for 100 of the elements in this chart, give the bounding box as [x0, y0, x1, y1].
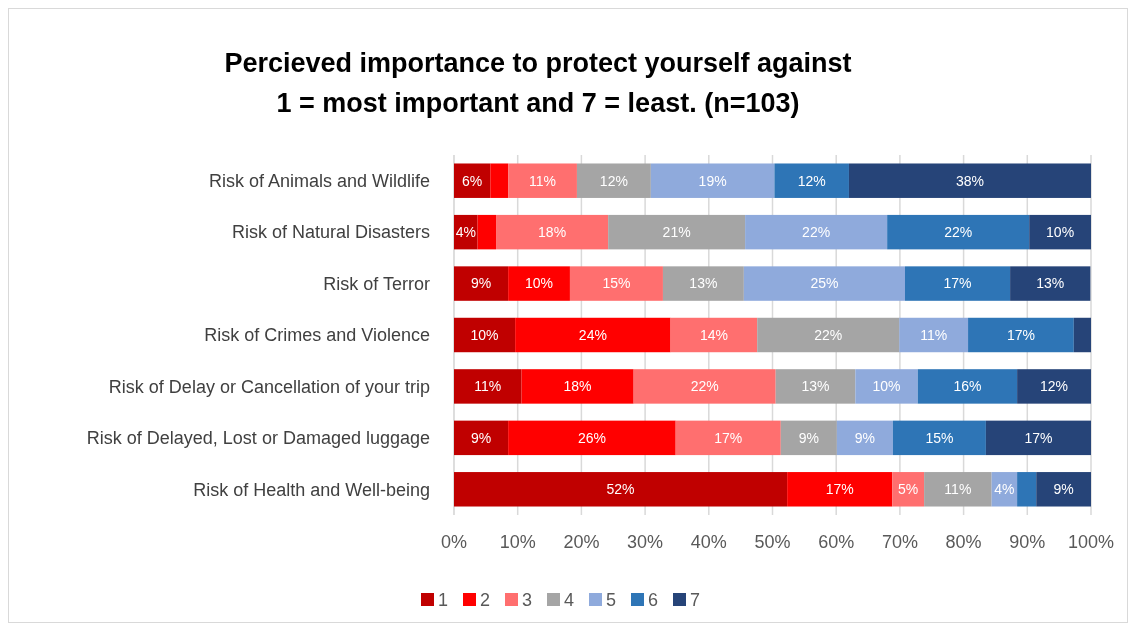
x-tick-label: 70%: [881, 532, 918, 552]
data-label: 22%: [944, 224, 973, 241]
bar: [743, 266, 905, 301]
data-label: 26%: [577, 429, 606, 446]
data-label: 17%: [714, 429, 743, 446]
legend-label: 3: [522, 589, 533, 610]
bar: [454, 163, 491, 198]
data-label: 10%: [525, 275, 554, 292]
data-label: 10%: [872, 378, 901, 395]
bar: [780, 420, 837, 456]
data-label: 9%: [470, 275, 492, 292]
bar: [508, 266, 570, 301]
legend-label: 2: [480, 589, 491, 610]
bar: [924, 472, 992, 507]
bar: [1029, 214, 1091, 250]
y-tick-label: Risk of Delay or Cancellation of your trip: [108, 376, 430, 397]
data-label: 16%: [953, 378, 982, 395]
data-label: 38%: [955, 172, 984, 189]
bar: [454, 472, 788, 507]
data-label: 9%: [1053, 481, 1074, 498]
data-label: 4%: [455, 224, 476, 241]
data-label: 9%: [798, 429, 819, 446]
bar: [848, 163, 1091, 198]
data-label: 12%: [797, 172, 826, 189]
bar: [454, 266, 509, 301]
data-label: 9%: [470, 429, 492, 446]
bar: [490, 163, 509, 198]
y-tick-label: Risk of Crimes and Violence: [204, 325, 430, 346]
data-label: 52%: [606, 481, 635, 498]
bar: [508, 420, 676, 456]
bar: [454, 317, 516, 353]
bar: [757, 317, 900, 353]
bar: [508, 163, 577, 198]
data-label: 15%: [925, 429, 954, 446]
data-label: 13%: [801, 378, 830, 395]
data-label: 22%: [814, 326, 843, 343]
x-tick-label: 40%: [690, 532, 727, 552]
x-tick-label: 50%: [754, 532, 791, 552]
data-label: 12%: [599, 172, 628, 189]
data-label: 19%: [698, 172, 727, 189]
data-label: 11%: [920, 326, 948, 343]
data-label: 6%: [462, 172, 483, 189]
data-label: 13%: [1036, 275, 1065, 292]
bar: [855, 369, 918, 404]
bar: [1017, 472, 1037, 507]
x-tick-label: 20%: [563, 532, 600, 552]
x-tick-label: 100%: [1067, 532, 1115, 552]
x-tick-label: 0%: [440, 532, 468, 552]
y-tick-label: Risk of Delayed, Lost or Damaged luggage: [86, 428, 430, 449]
bar: [477, 214, 497, 250]
legend-label: 6: [648, 589, 659, 610]
bar: [1073, 317, 1091, 353]
data-label: 9%: [854, 429, 875, 446]
bar: [774, 163, 849, 198]
bar: [650, 163, 775, 198]
data-label: 18%: [563, 378, 592, 395]
data-label: 17%: [825, 481, 854, 498]
bar: [670, 317, 758, 353]
bar: [633, 369, 776, 404]
data-label: 22%: [802, 224, 831, 241]
data-label: 25%: [810, 275, 839, 292]
data-label: 11%: [944, 481, 972, 498]
bar: [892, 472, 925, 507]
x-tick-label: 60%: [818, 532, 855, 552]
bar: [496, 214, 609, 250]
bar: [985, 420, 1091, 456]
legend-label: 4: [564, 589, 575, 610]
legend-label: 7: [690, 589, 701, 610]
bar: [1017, 369, 1091, 404]
data-label: 22%: [690, 378, 719, 395]
bar: [899, 317, 969, 353]
x-tick-label: 10%: [499, 532, 536, 552]
data-label: 17%: [1024, 429, 1053, 446]
bar: [608, 214, 746, 250]
data-label: 17%: [1006, 326, 1035, 343]
bar: [1036, 472, 1091, 507]
bar: [576, 163, 651, 198]
bar: [887, 214, 1030, 250]
data-label: 21%: [662, 224, 691, 241]
bar: [917, 369, 1018, 404]
bar: [745, 214, 888, 250]
bar: [787, 472, 893, 507]
data-label: 5%: [898, 481, 919, 498]
data-label: 10%: [1046, 224, 1075, 241]
bar: [662, 266, 744, 301]
chart-title: Percieved importance to protect yourself against 1 = most important and 7 = least. (n=103): [224, 48, 852, 118]
legend-label: 1: [438, 589, 449, 610]
bar: [775, 369, 856, 404]
data-label: 11%: [529, 172, 557, 189]
y-tick-label: Risk of Health and Well-being: [193, 479, 430, 500]
y-tick-label: Risk of Natural Disasters: [231, 222, 430, 243]
bar: [454, 369, 522, 404]
data-label: 13%: [689, 275, 718, 292]
bar: [454, 420, 509, 456]
bar: [1010, 266, 1091, 301]
data-label: 11%: [474, 378, 502, 395]
bar: [968, 317, 1074, 353]
bar: [892, 420, 986, 456]
bar: [569, 266, 663, 301]
x-tick-label: 80%: [945, 532, 982, 552]
